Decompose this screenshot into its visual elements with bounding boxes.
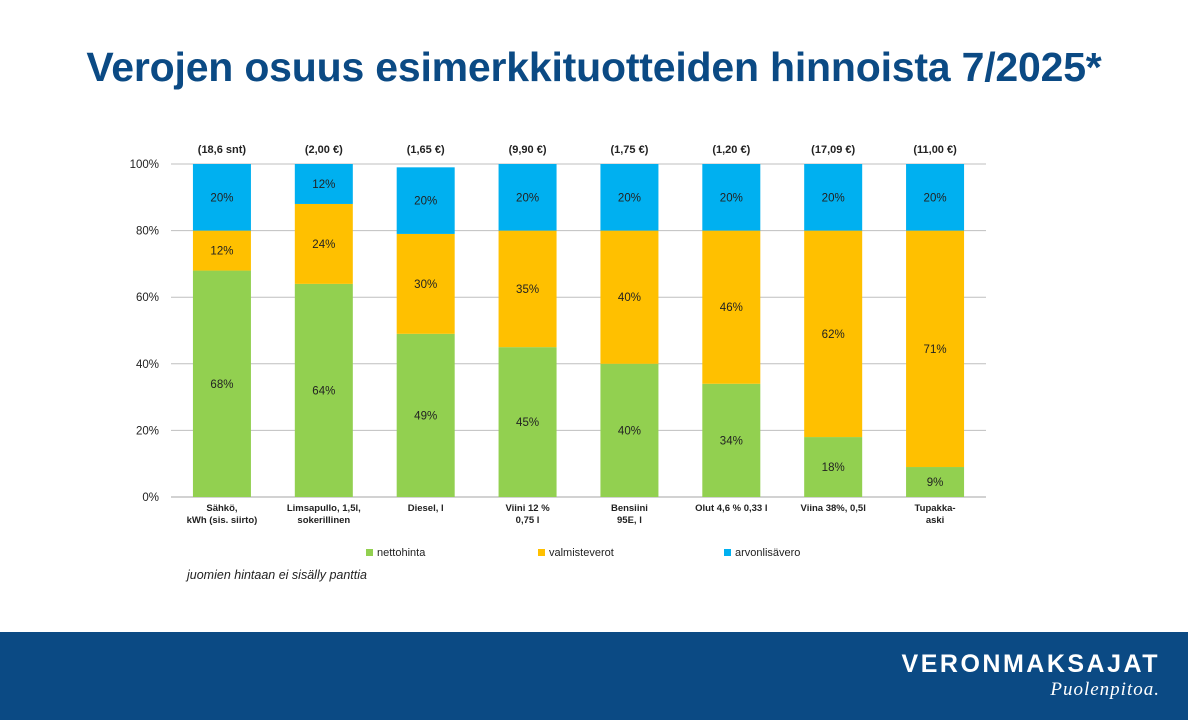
data-label: 40% [618,425,641,437]
x-tick-label: Olut 4,6 % 0,33 l [695,503,767,514]
price-label: (1,20 €) [712,144,750,156]
bar-segment-valmisteverot [192,230,251,271]
x-tick-label: sokerillinen [297,515,350,526]
bar-segment-valmisteverot [294,203,353,284]
bar-segment-nettohinta [396,333,455,497]
data-label: 46% [720,302,743,314]
bar-segment-nettohinta [906,467,965,497]
x-tick-label: 95E, l [617,515,642,526]
data-label: 20% [924,192,947,204]
bar-segment-arvonlisävero [804,164,863,231]
x-tick-label: Sähkö, [206,503,237,514]
y-tick-label: 0% [142,492,159,504]
x-tick-label: Limsapullo, 1,5l, [287,503,361,514]
bar-segment-valmisteverot [702,230,761,384]
data-label: 49% [414,410,437,422]
legend-swatch-nettohinta [366,549,373,556]
x-tick-label: Tupakka- [915,503,956,514]
price-label: (18,6 snt) [198,144,247,156]
bar-segment-arvonlisävero [396,167,455,234]
legend-swatch-arvonlisävero [724,549,731,556]
price-label: (1,75 €) [610,144,648,156]
bar-segment-valmisteverot [906,230,965,468]
data-label: 12% [210,246,233,258]
bar-segment-nettohinta [498,347,557,497]
data-label: 62% [822,329,845,341]
data-label: 12% [312,179,335,191]
x-tick-label: 0,75 l [516,515,540,526]
footnote: juomien hintaan ei sisälly panttia [187,568,367,582]
page-title: Verojen osuus esimerkkituotteiden hinnoi… [86,44,1102,90]
data-label: 68% [210,379,233,391]
y-tick-label: 100% [130,159,159,171]
legend-label: arvonlisävero [735,547,800,559]
data-label: 30% [414,279,437,291]
stacked-bar-chart: 0% 20% 40% 60% 80% 100% 68% 12% 20% (18,6 snt) Säh… [130,144,986,559]
price-label: (1,65 €) [407,144,445,156]
brand-logo-text: VERONMAKSAJAT [901,650,1160,678]
y-tick-label: 60% [136,292,159,304]
bar-segment-arvonlisävero [294,164,353,204]
data-label: 35% [516,284,539,296]
y-tick-label: 40% [136,359,159,371]
price-label: (2,00 €) [305,144,343,156]
brand-slogan: Puolenpitoa. [1050,679,1160,700]
data-label: 20% [822,192,845,204]
x-tick-label: Viina 38%, 0,5l [801,503,866,514]
data-label: 40% [618,292,641,304]
data-label: 24% [312,239,335,251]
legend-label: valmisteverot [549,547,614,559]
bar-segment-nettohinta [702,383,761,497]
y-tick-label: 80% [136,226,159,238]
data-label: 45% [516,417,539,429]
y-tick-label: 20% [136,425,159,437]
bar-segment-arvonlisävero [702,164,761,231]
bar-segment-nettohinta [804,437,863,497]
bar-segment-valmisteverot [600,230,659,364]
data-label: 9% [927,477,944,489]
price-label: (17,09 €) [811,144,855,156]
bar-segment-arvonlisävero [192,164,251,231]
bar-segment-arvonlisävero [906,164,965,231]
data-label: 18% [822,462,845,474]
price-label: (9,90 €) [509,144,547,156]
x-tick-label: Viini 12 % [505,503,550,514]
data-label: 20% [618,192,641,204]
footer-bar: VERONMAKSAJAT Puolenpitoa. [0,632,1188,720]
data-label: 20% [720,192,743,204]
bar-segment-valmisteverot [498,230,557,348]
bar-segment-valmisteverot [396,233,455,334]
bar-segment-arvonlisävero [498,164,557,231]
bar-segment-nettohinta [192,270,251,497]
bar-segment-nettohinta [600,363,659,497]
bar-segment-nettohinta [294,283,353,497]
data-label: 20% [414,196,437,208]
x-tick-label: Diesel, l [408,503,444,514]
bar-segment-valmisteverot [804,230,863,438]
bar-segment-arvonlisävero [600,164,659,231]
data-label: 20% [210,192,233,204]
data-label: 71% [924,344,947,356]
legend-label: nettohinta [377,547,426,559]
x-tick-label: kWh (sis. siirto) [187,515,258,526]
data-label: 34% [720,435,743,447]
legend-swatch-valmisteverot [538,549,545,556]
data-label: 64% [312,385,335,397]
x-tick-label: Bensiini [611,503,648,514]
x-tick-label: aski [926,515,945,526]
data-label: 20% [516,192,539,204]
price-label: (11,00 €) [913,144,957,156]
